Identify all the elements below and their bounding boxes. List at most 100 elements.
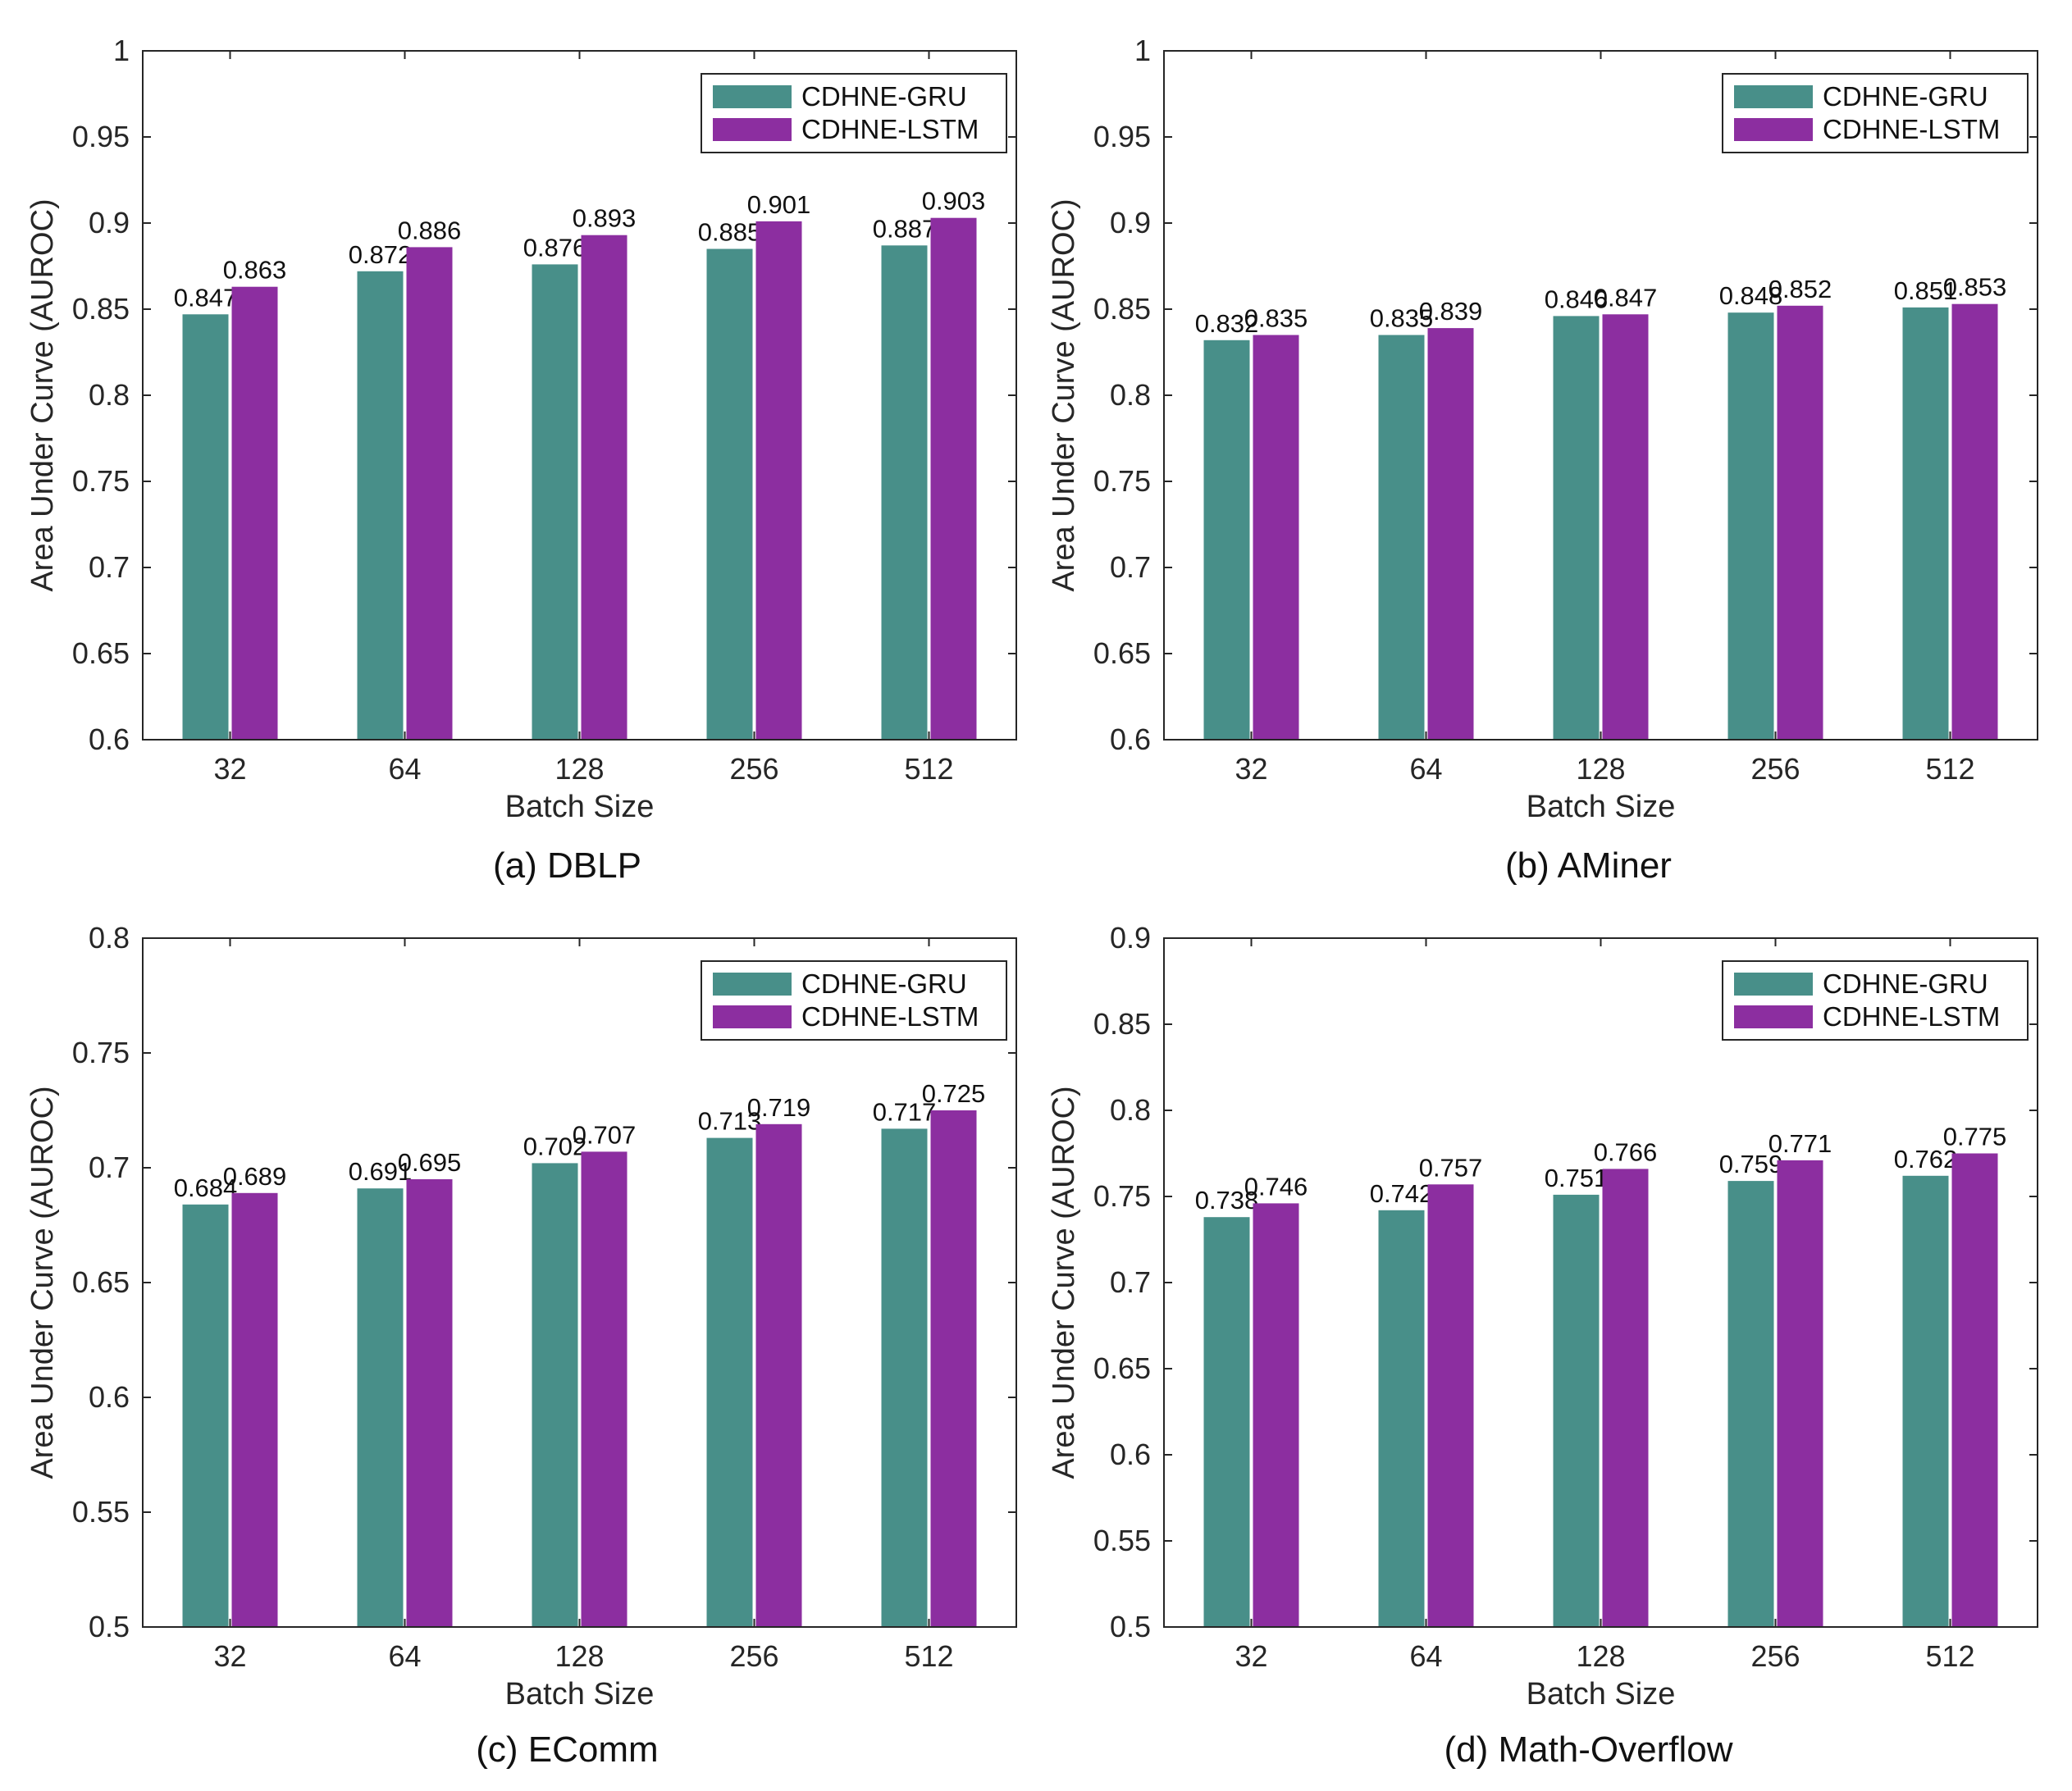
y-axis-label: Area Under Curve (AUROC) (1047, 1086, 1081, 1479)
lstm-value-label-128: 0.766 (1594, 1137, 1658, 1166)
lstm-value-label-256: 0.852 (1769, 275, 1832, 303)
lstm-value-label-256: 0.771 (1769, 1129, 1832, 1158)
gru-bar-256 (1727, 312, 1774, 740)
y-axis-label: Area Under Curve (AUROC) (25, 198, 60, 591)
lstm-value-label-128: 0.893 (573, 204, 637, 233)
gru-value-label-256: 0.713 (698, 1107, 762, 1136)
y-tick-label: 0.7 (89, 1151, 130, 1184)
lstm-value-label-64: 0.839 (1419, 297, 1483, 326)
x-axis-label: Batch Size (1527, 1677, 1676, 1711)
legend-swatch-lstm (713, 118, 792, 141)
y-tick-label: 0.8 (89, 378, 130, 412)
y-tick-label: 0.5 (1110, 1610, 1151, 1643)
gru-value-label-256: 0.848 (1719, 281, 1783, 310)
y-axis-label: Area Under Curve (AUROC) (25, 1086, 60, 1479)
lstm-bar-512 (930, 217, 977, 740)
lstm-bar-128 (1602, 314, 1649, 740)
gru-bar-64 (357, 1188, 404, 1627)
y-tick-label: 0.95 (72, 120, 130, 153)
lstm-bar-256 (755, 1123, 802, 1627)
gru-value-label-32: 0.738 (1195, 1186, 1259, 1215)
legend-label-gru: CDHNE-GRU (1823, 81, 1988, 112)
lstm-value-label-32: 0.746 (1244, 1172, 1308, 1201)
lstm-value-label-64: 0.757 (1419, 1153, 1483, 1182)
x-tick-label-32: 32 (1235, 1639, 1267, 1673)
legend-swatch-gru (713, 85, 792, 108)
x-tick-label-256: 256 (729, 752, 778, 786)
lstm-bar-64 (1427, 328, 1474, 740)
y-tick-label: 0.5 (89, 1610, 130, 1643)
panel-caption: (d) Math-Overflow (1444, 1729, 1732, 1770)
lstm-bar-256 (755, 221, 802, 740)
y-tick-label: 0.75 (1093, 464, 1151, 498)
lstm-bar-64 (1427, 1184, 1474, 1627)
legend-swatch-lstm (1734, 1005, 1813, 1028)
lstm-bar-512 (1951, 303, 1998, 740)
panel-caption: (b) AMiner (1505, 845, 1672, 886)
gru-value-label-128: 0.751 (1545, 1164, 1609, 1192)
lstm-value-label-512: 0.853 (1943, 273, 2007, 302)
x-axis-label: Batch Size (1527, 790, 1676, 824)
gru-bar-256 (1727, 1181, 1774, 1627)
gru-bar-512 (1902, 1175, 1949, 1627)
y-tick-label: 0.7 (89, 550, 130, 584)
gru-value-label-32: 0.847 (174, 283, 238, 312)
y-tick-label: 0.6 (89, 722, 130, 756)
gru-value-label-256: 0.885 (698, 218, 762, 247)
lstm-bar-128 (581, 1151, 628, 1627)
lstm-bar-512 (930, 1110, 977, 1627)
gru-value-label-64: 0.835 (1370, 304, 1434, 333)
gru-value-label-128: 0.846 (1545, 285, 1609, 313)
legend-swatch-gru (1734, 85, 1813, 108)
legend-swatch-gru (713, 973, 792, 996)
lstm-bar-32 (231, 1192, 278, 1627)
lstm-value-label-256: 0.719 (747, 1093, 811, 1122)
gru-value-label-64: 0.691 (349, 1157, 413, 1186)
legend-label-lstm: CDHNE-LSTM (801, 114, 979, 144)
gru-value-label-128: 0.876 (523, 233, 587, 262)
y-tick-label: 0.6 (1110, 722, 1151, 756)
gru-bar-32 (182, 1204, 229, 1627)
gru-value-label-64: 0.742 (1370, 1179, 1434, 1208)
gru-bar-512 (1902, 307, 1949, 740)
gru-bar-64 (1378, 335, 1425, 740)
lstm-bar-64 (406, 1179, 453, 1627)
gru-bar-128 (532, 264, 578, 740)
lstm-value-label-512: 0.725 (922, 1079, 986, 1108)
legend-swatch-lstm (713, 1005, 792, 1028)
lstm-value-label-512: 0.903 (922, 187, 986, 216)
y-tick-label: 0.75 (72, 464, 130, 498)
gru-bar-512 (881, 1128, 928, 1627)
gru-bar-64 (357, 271, 404, 740)
legend-label-gru: CDHNE-GRU (801, 968, 967, 999)
gru-bar-128 (1553, 1194, 1600, 1627)
y-tick-label: 0.55 (1093, 1524, 1151, 1557)
legend-label-gru: CDHNE-GRU (1823, 968, 1988, 999)
y-tick-label: 0.65 (1093, 1351, 1151, 1385)
gru-value-label-32: 0.684 (174, 1173, 238, 1202)
x-tick-label-512: 512 (1925, 752, 1974, 786)
legend-swatch-lstm (1734, 118, 1813, 141)
x-tick-label-128: 128 (555, 1639, 604, 1673)
y-tick-label: 0.65 (72, 1265, 130, 1299)
lstm-value-label-256: 0.901 (747, 190, 811, 219)
lstm-bar-256 (1777, 305, 1823, 740)
gru-value-label-512: 0.717 (873, 1097, 937, 1126)
y-tick-label: 0.7 (1110, 1265, 1151, 1299)
gru-value-label-512: 0.851 (1894, 276, 1958, 305)
lstm-value-label-64: 0.886 (398, 216, 462, 244)
lstm-bar-32 (1253, 335, 1299, 740)
lstm-value-label-32: 0.835 (1244, 304, 1308, 333)
y-tick-label: 0.85 (1093, 292, 1151, 326)
lstm-value-label-512: 0.775 (1943, 1123, 2007, 1151)
y-tick-label: 0.9 (1110, 921, 1151, 955)
gru-bar-128 (532, 1163, 578, 1627)
gru-bar-128 (1553, 316, 1600, 740)
y-tick-label: 0.8 (89, 921, 130, 955)
x-tick-label-256: 256 (729, 1639, 778, 1673)
panel-caption: (c) EComm (476, 1729, 658, 1770)
lstm-bar-32 (1253, 1203, 1299, 1627)
